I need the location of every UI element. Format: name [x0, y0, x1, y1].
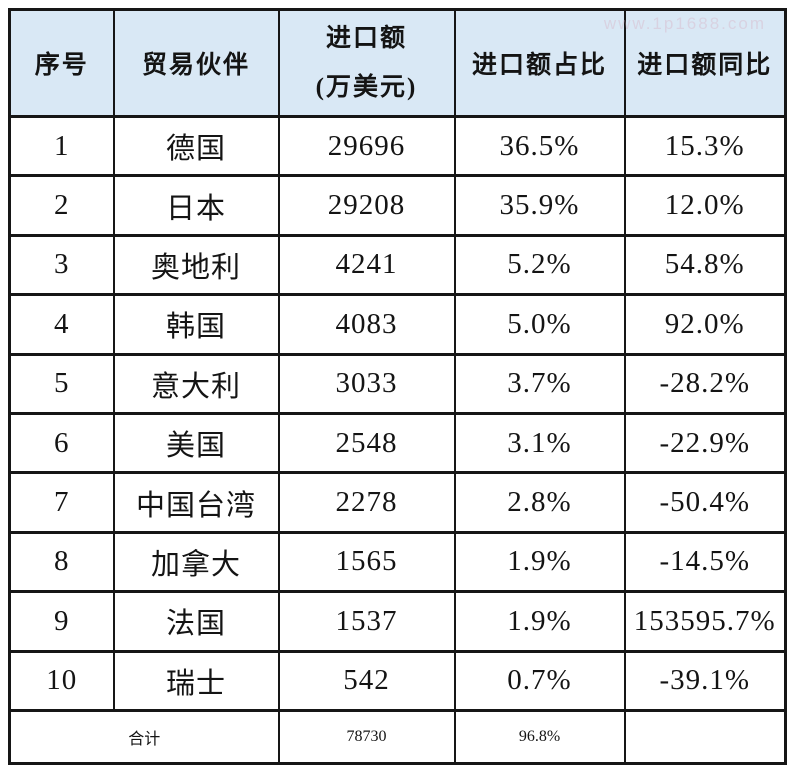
cell-amount: 29208: [277, 174, 456, 237]
header-rank: 序号: [8, 8, 115, 118]
cell-share: 1.9%: [453, 530, 626, 594]
cell-share: 2.8%: [453, 471, 626, 534]
cell-partner: 加拿大: [112, 530, 280, 594]
header-partner: 贸易伙伴: [112, 8, 280, 118]
import-trade-partners-table: 序号 贸易伙伴 进口额 (万美元) 进口额占比 进口额同比 1 德国 29696…: [8, 8, 787, 765]
header-amount-stack: 进口额 (万美元): [281, 25, 453, 101]
cell-amount: 3033: [277, 352, 456, 415]
total-share-cell: 96.8%: [453, 709, 626, 765]
table-footer: 合计 78730 96.8%: [8, 709, 787, 765]
cell-rank: 9: [8, 590, 115, 653]
table-row: 8 加拿大 1565 1.9% -14.5%: [8, 530, 787, 594]
total-label-cell: 合计: [8, 709, 280, 765]
cell-amount: 4083: [277, 293, 456, 356]
cell-amount: 1537: [277, 590, 456, 653]
header-amount: 进口额 (万美元): [277, 8, 456, 118]
cell-rank: 1: [8, 114, 115, 178]
cell-share: 5.2%: [453, 233, 626, 297]
table-row: 6 美国 2548 3.1% -22.9%: [8, 411, 787, 475]
cell-rank: 5: [8, 352, 115, 415]
cell-partner: 瑞士: [112, 649, 280, 713]
cell-share: 5.0%: [453, 293, 626, 356]
cell-yoy: -22.9%: [623, 411, 787, 475]
cell-amount: 29696: [277, 114, 456, 178]
total-amount-cell: 78730: [277, 709, 456, 765]
cell-amount: 2548: [277, 411, 456, 475]
cell-yoy: -50.4%: [623, 471, 787, 534]
cell-amount: 542: [277, 649, 456, 713]
cell-share: 36.5%: [453, 114, 626, 178]
cell-partner: 日本: [112, 174, 280, 237]
cell-rank: 3: [8, 233, 115, 297]
cell-share: 3.7%: [453, 352, 626, 415]
cell-amount: 1565: [277, 530, 456, 594]
cell-yoy: 92.0%: [623, 293, 787, 356]
cell-partner: 奥地利: [112, 233, 280, 297]
cell-partner: 意大利: [112, 352, 280, 415]
cell-partner: 德国: [112, 114, 280, 178]
table-body: 1 德国 29696 36.5% 15.3% 2 日本 29208 35.9% …: [8, 114, 787, 713]
header-yoy: 进口额同比: [623, 8, 787, 118]
cell-rank: 8: [8, 530, 115, 594]
header-amount-line2: (万美元): [315, 74, 418, 101]
header-amount-line1: 进口额: [325, 25, 407, 52]
cell-yoy: 153595.7%: [623, 590, 787, 653]
table-row: 9 法国 1537 1.9% 153595.7%: [8, 590, 787, 653]
cell-rank: 4: [8, 293, 115, 356]
header-share: 进口额占比: [453, 8, 626, 118]
cell-yoy: 12.0%: [623, 174, 787, 237]
cell-yoy: -28.2%: [623, 352, 787, 415]
table-row: 3 奥地利 4241 5.2% 54.8%: [8, 233, 787, 297]
cell-rank: 10: [8, 649, 115, 713]
cell-rank: 6: [8, 411, 115, 475]
total-yoy-cell: [623, 709, 787, 765]
cell-rank: 7: [8, 471, 115, 534]
cell-share: 3.1%: [453, 411, 626, 475]
cell-partner: 法国: [112, 590, 280, 653]
cell-partner: 中国台湾: [112, 471, 280, 534]
table-row: 2 日本 29208 35.9% 12.0%: [8, 174, 787, 237]
cell-amount: 2278: [277, 471, 456, 534]
table-row: 7 中国台湾 2278 2.8% -50.4%: [8, 471, 787, 534]
cell-share: 35.9%: [453, 174, 626, 237]
cell-yoy: -39.1%: [623, 649, 787, 713]
cell-yoy: 54.8%: [623, 233, 787, 297]
cell-yoy: -14.5%: [623, 530, 787, 594]
cell-yoy: 15.3%: [623, 114, 787, 178]
table-row: 10 瑞士 542 0.7% -39.1%: [8, 649, 787, 713]
cell-rank: 2: [8, 174, 115, 237]
cell-amount: 4241: [277, 233, 456, 297]
table-row: 1 德国 29696 36.5% 15.3%: [8, 114, 787, 178]
cell-partner: 美国: [112, 411, 280, 475]
table-row: 5 意大利 3033 3.7% -28.2%: [8, 352, 787, 415]
cell-partner: 韩国: [112, 293, 280, 356]
cell-share: 0.7%: [453, 649, 626, 713]
cell-share: 1.9%: [453, 590, 626, 653]
header-row: 序号 贸易伙伴 进口额 (万美元) 进口额占比 进口额同比: [8, 8, 787, 118]
total-row: 合计 78730 96.8%: [8, 709, 787, 765]
table-row: 4 韩国 4083 5.0% 92.0%: [8, 293, 787, 356]
table-header: 序号 贸易伙伴 进口额 (万美元) 进口额占比 进口额同比: [8, 8, 787, 118]
